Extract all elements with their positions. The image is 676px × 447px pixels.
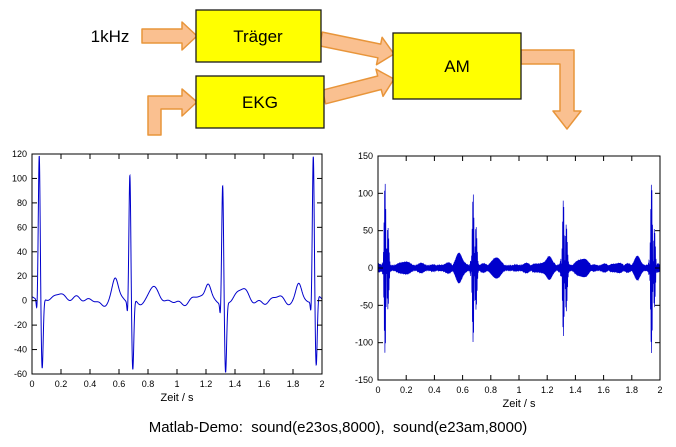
arrows [141, 21, 582, 136]
traeger-box [195, 9, 322, 63]
x-tick-label: 0.8 [142, 379, 155, 389]
x-tick-label: 1.4 [569, 385, 582, 395]
y-tick-label: -50 [360, 300, 373, 310]
x-tick-label: 0 [375, 385, 380, 395]
y-tick-label: -20 [14, 320, 27, 330]
input-frequency-label: 1kHz [91, 27, 130, 46]
y-tick-label: 0 [22, 296, 27, 306]
am-plot: 0 0.2 0.4 0.6 0.8 1 1.2 1.4 1.6 1.8 2 -150 -100 -50 0 5… [355, 151, 663, 410]
caption: Matlab-Demo: sound(e23os,8000), sound(e2… [148, 419, 528, 436]
y-tick-label: 150 [358, 151, 373, 161]
y-tick-label: -40 [14, 345, 27, 355]
x-tick-label: 1.8 [287, 379, 300, 389]
traeger-block: Träger [195, 9, 322, 63]
y-tick-label: -100 [355, 338, 373, 348]
ekg-box [195, 75, 325, 129]
x-tick-label: 0.2 [400, 385, 413, 395]
traeger-label: Träger [233, 27, 283, 46]
y-tick-label: 100 [12, 173, 27, 183]
am-signal [378, 183, 660, 354]
y-tick-label: 80 [17, 198, 27, 208]
am-label: AM [444, 57, 470, 76]
arrow-traeger-to-am [318, 31, 395, 66]
x-tick-label: 0.4 [84, 379, 97, 389]
block-diagram: 1kHz Träger EKG AM [91, 9, 582, 136]
ekg-block: EKG [195, 75, 325, 129]
y-tick-label: 0 [368, 263, 373, 273]
arrow-ekg-input [147, 88, 198, 136]
am-box [392, 32, 522, 100]
x-tick-label: 1 [174, 379, 179, 389]
x-tick-label: 1.6 [597, 385, 610, 395]
x-tick-label: 1.6 [258, 379, 271, 389]
x-tick-label: 0.4 [428, 385, 441, 395]
y-tick-label: 40 [17, 247, 27, 257]
x-tick-label: 0 [29, 379, 34, 389]
y-tick-label: 120 [12, 149, 27, 159]
ecg-plot: 0 0.2 0.4 0.6 0.8 1 1.2 1.4 1.6 1.8 2 -60 -40 -20 0 20 4… [12, 149, 325, 404]
x-tick-label: 1 [516, 385, 521, 395]
axes-box [31, 153, 323, 375]
x-tick-label: 1.4 [229, 379, 242, 389]
arrow-1khz-to-traeger [141, 21, 198, 51]
ekg-label: EKG [242, 93, 278, 112]
x-tick-label: 2 [657, 385, 662, 395]
x-tick-label: 0.2 [55, 379, 68, 389]
y-tick-label: 20 [17, 271, 27, 281]
y-tick-label: 60 [17, 222, 27, 232]
x-tick-label: 0.6 [113, 379, 126, 389]
x-axis-label: Zeit / s [502, 398, 536, 410]
x-tick-label: 0.6 [456, 385, 469, 395]
x-tick-label: 2 [319, 379, 324, 389]
y-tick-label: -60 [14, 369, 27, 379]
x-tick-label: 1.2 [200, 379, 213, 389]
arrow-am-output [520, 49, 582, 130]
x-tick-label: 1.8 [626, 385, 639, 395]
x-axis-label: Zeit / s [160, 392, 194, 404]
y-tick-label: 50 [363, 226, 373, 236]
x-tick-label: 1.2 [541, 385, 554, 395]
am-block: AM [392, 32, 522, 100]
arrow-ekg-to-am [321, 68, 395, 105]
y-tick-label: 100 [358, 188, 373, 198]
y-tick-label: -150 [355, 375, 373, 385]
ekg-signal [32, 155, 322, 373]
x-tick-label: 0.8 [485, 385, 498, 395]
